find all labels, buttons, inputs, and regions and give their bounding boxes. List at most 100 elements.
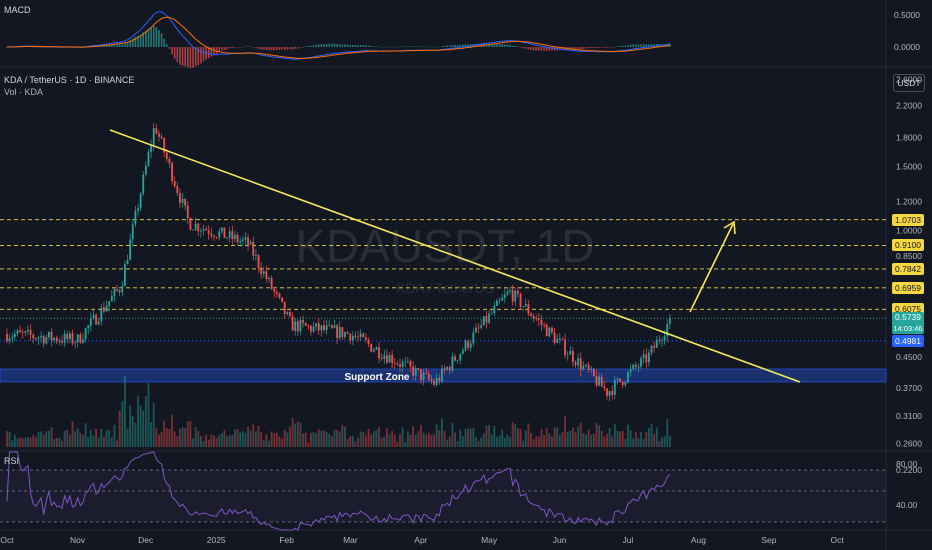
resistance-level-tag[interactable]: 0.9100	[892, 239, 924, 252]
candle[interactable]	[116, 289, 118, 291]
candle[interactable]	[220, 227, 223, 232]
candle[interactable]	[349, 333, 352, 341]
candle[interactable]	[613, 380, 616, 395]
candle[interactable]	[386, 355, 388, 363]
candle[interactable]	[215, 237, 218, 238]
candle[interactable]	[548, 327, 551, 337]
candle[interactable]	[278, 293, 281, 298]
candle[interactable]	[388, 354, 391, 363]
candle[interactable]	[338, 327, 341, 339]
candle[interactable]	[456, 360, 459, 362]
resistance-level-tag[interactable]: 0.6959	[892, 281, 924, 294]
candle[interactable]	[124, 263, 126, 286]
candle[interactable]	[241, 239, 244, 241]
candle[interactable]	[207, 230, 210, 234]
candle[interactable]	[472, 332, 475, 344]
candle[interactable]	[29, 329, 32, 335]
candle[interactable]	[595, 375, 598, 386]
candle[interactable]	[517, 290, 519, 294]
candle[interactable]	[569, 351, 572, 355]
candle[interactable]	[294, 321, 297, 331]
candle[interactable]	[129, 239, 132, 261]
candle[interactable]	[268, 277, 270, 279]
candle[interactable]	[566, 354, 569, 356]
candle[interactable]	[71, 333, 74, 344]
resistance-level-tag[interactable]: 0.7842	[892, 262, 924, 275]
candle[interactable]	[171, 163, 173, 182]
candle[interactable]	[527, 304, 530, 314]
candle[interactable]	[359, 333, 362, 337]
candle[interactable]	[341, 327, 344, 338]
candle[interactable]	[351, 335, 354, 341]
candle[interactable]	[134, 210, 137, 225]
candle[interactable]	[406, 361, 409, 363]
candle[interactable]	[21, 332, 24, 333]
candle[interactable]	[658, 339, 661, 342]
candle[interactable]	[150, 145, 152, 152]
candle[interactable]	[653, 345, 656, 348]
candle[interactable]	[425, 372, 428, 374]
candle[interactable]	[262, 271, 265, 275]
candle[interactable]	[265, 271, 268, 279]
candle[interactable]	[273, 288, 276, 292]
candle[interactable]	[289, 312, 291, 317]
candle[interactable]	[19, 330, 21, 333]
candle[interactable]	[260, 267, 263, 275]
candle[interactable]	[553, 332, 556, 343]
candle[interactable]	[202, 229, 205, 231]
candle[interactable]	[668, 318, 671, 325]
candle[interactable]	[346, 332, 349, 334]
candle[interactable]	[234, 234, 236, 240]
candle[interactable]	[131, 224, 134, 240]
candle[interactable]	[82, 339, 84, 343]
candle[interactable]	[370, 343, 373, 352]
candle[interactable]	[184, 198, 187, 206]
candle[interactable]	[383, 355, 386, 359]
candle[interactable]	[590, 368, 593, 371]
candle[interactable]	[632, 364, 635, 370]
candle[interactable]	[160, 136, 163, 139]
candle[interactable]	[464, 340, 467, 351]
candle[interactable]	[126, 260, 129, 264]
candle[interactable]	[317, 323, 320, 331]
candle[interactable]	[640, 358, 642, 367]
candle[interactable]	[213, 235, 215, 238]
candle[interactable]	[6, 333, 8, 342]
candle[interactable]	[173, 181, 176, 187]
candle[interactable]	[108, 301, 111, 307]
candle[interactable]	[530, 313, 532, 317]
candle[interactable]	[179, 193, 181, 204]
candle[interactable]	[147, 151, 150, 166]
candle[interactable]	[286, 312, 289, 315]
candle[interactable]	[666, 324, 669, 337]
candle[interactable]	[103, 307, 105, 312]
candle[interactable]	[283, 301, 286, 315]
candle[interactable]	[37, 337, 40, 339]
price-axis[interactable]: 2.6000 2.2000 1.8000 1.5000 1.2000 1.0000 0.85…	[896, 74, 922, 475]
candle[interactable]	[600, 376, 603, 387]
candle[interactable]	[186, 205, 189, 219]
candle[interactable]	[194, 223, 197, 230]
candle[interactable]	[417, 368, 420, 370]
candle[interactable]	[118, 290, 121, 293]
candle[interactable]	[404, 361, 407, 363]
candle[interactable]	[391, 354, 394, 364]
candle[interactable]	[427, 373, 430, 380]
candle[interactable]	[13, 334, 16, 337]
candle[interactable]	[74, 342, 77, 344]
candle[interactable]	[627, 372, 629, 383]
candle[interactable]	[226, 237, 228, 239]
candle[interactable]	[435, 378, 438, 385]
candle[interactable]	[210, 233, 213, 236]
candle[interactable]	[87, 325, 90, 329]
candle[interactable]	[53, 337, 56, 341]
candle[interactable]	[430, 379, 433, 382]
candle[interactable]	[454, 356, 456, 361]
candle[interactable]	[142, 174, 145, 194]
candle[interactable]	[650, 345, 653, 353]
candle[interactable]	[451, 356, 454, 371]
candle[interactable]	[501, 297, 504, 301]
candle[interactable]	[519, 293, 522, 308]
candle[interactable]	[105, 306, 108, 312]
